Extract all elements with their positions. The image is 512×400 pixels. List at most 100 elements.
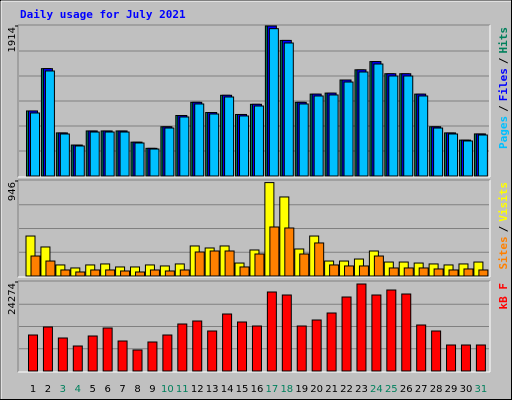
bar: [89, 131, 100, 177]
x-tick-label: 20: [310, 384, 323, 395]
bar: [224, 96, 235, 177]
x-tick-label: 21: [325, 384, 338, 395]
x-tick-label: 15: [236, 384, 249, 395]
bar: [418, 95, 429, 177]
bar: [463, 268, 474, 277]
x-tick-label: 3: [60, 384, 66, 395]
y-tick-label: 946: [7, 182, 18, 201]
x-tick-label: 12: [191, 384, 204, 395]
bar: [477, 134, 488, 177]
bar: [253, 105, 264, 177]
x-tick-label: 11: [176, 384, 189, 395]
legend-entry: Visits: [497, 182, 510, 222]
bar: [373, 63, 384, 177]
bar: [134, 142, 145, 177]
x-tick-label: 18: [280, 384, 293, 395]
bar: [147, 341, 158, 372]
bar: [72, 345, 83, 372]
bar: [237, 321, 248, 372]
x-tick-label: 27: [415, 384, 428, 395]
legend-entry: Sites: [497, 236, 510, 269]
x-tick-label: 13: [206, 384, 219, 395]
legend: kB F: [497, 283, 510, 310]
bar: [386, 289, 397, 372]
bar: [343, 81, 354, 177]
x-tick-label: 7: [119, 384, 125, 395]
bar: [30, 255, 41, 277]
bar: [60, 269, 71, 277]
bar: [371, 294, 382, 372]
bar: [104, 131, 115, 177]
bar: [462, 140, 473, 177]
bar: [418, 267, 429, 277]
x-tick-label: 31: [475, 384, 488, 395]
x-tick-label: 24: [370, 384, 383, 395]
y-tick-label: 1914: [7, 27, 18, 52]
bar: [329, 264, 340, 277]
bar: [209, 250, 220, 277]
x-tick-label: 4: [75, 384, 81, 395]
x-tick-label: 8: [134, 384, 140, 395]
bar: [269, 226, 280, 277]
bar: [177, 323, 188, 372]
bar: [194, 103, 205, 177]
bar: [251, 325, 262, 372]
bar: [460, 344, 471, 372]
x-tick-label: 30: [460, 384, 473, 395]
bar: [28, 334, 38, 372]
bar: [433, 268, 444, 277]
bar: [149, 148, 160, 177]
chart-title: Daily usage for July 2021: [20, 8, 186, 21]
bar: [105, 269, 116, 277]
bar: [416, 324, 427, 372]
bar: [164, 127, 175, 177]
y-tick-label: 24274: [7, 283, 18, 315]
x-tick-label: 26: [400, 384, 413, 395]
bar: [448, 269, 459, 277]
bar: [30, 112, 40, 177]
bar: [344, 265, 355, 277]
bar: [328, 94, 339, 177]
bar: [298, 103, 309, 177]
x-tick-label: 1: [30, 384, 36, 395]
legend-separator: /: [497, 57, 510, 64]
bar: [207, 330, 218, 372]
bar: [283, 42, 294, 177]
x-tick-label: 22: [340, 384, 353, 395]
bar: [281, 294, 292, 372]
bar: [475, 344, 486, 372]
bar: [74, 145, 85, 177]
bar: [132, 349, 143, 372]
legend-separator: /: [497, 105, 510, 112]
legend-entry: Files: [497, 68, 510, 101]
bar: [266, 291, 277, 372]
bar: [222, 313, 233, 372]
bar: [358, 71, 369, 177]
bar: [296, 325, 307, 372]
bar: [102, 327, 113, 372]
bar: [326, 312, 337, 372]
x-tick-label: 25: [385, 384, 398, 395]
bar: [75, 271, 86, 277]
bar: [224, 250, 235, 277]
legend-entry: Pages: [497, 116, 510, 149]
bar: [90, 269, 101, 277]
bar: [268, 28, 279, 177]
bar: [401, 293, 412, 372]
bar: [239, 266, 250, 277]
bar: [194, 251, 205, 277]
bar: [311, 319, 322, 372]
bar: [162, 334, 173, 372]
bar: [209, 113, 220, 177]
bar: [179, 269, 190, 277]
bar: [119, 131, 130, 177]
legend-separator: /: [497, 225, 510, 232]
bar: [448, 133, 459, 177]
bar: [356, 283, 367, 372]
legend-entry: Hits: [497, 27, 510, 54]
bar: [239, 115, 250, 177]
bar: [284, 227, 295, 277]
bar: [313, 95, 324, 177]
bar: [87, 335, 98, 372]
